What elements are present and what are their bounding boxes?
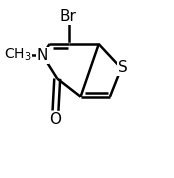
- Text: S: S: [118, 60, 128, 75]
- Text: CH$_3$: CH$_3$: [4, 47, 31, 64]
- Text: O: O: [49, 112, 61, 127]
- Text: Br: Br: [59, 9, 76, 24]
- Text: N: N: [37, 48, 48, 63]
